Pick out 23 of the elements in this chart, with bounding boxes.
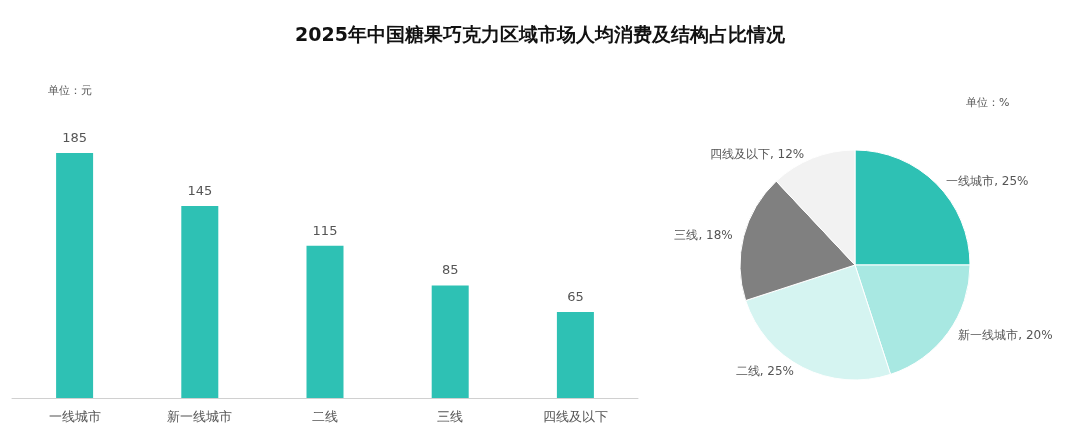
data-label: 85 [441, 262, 459, 278]
slice-label: 一线城市, 25% [946, 173, 1029, 188]
data-label: 185 [62, 130, 88, 146]
bar [306, 245, 344, 398]
x-tick-label: 新一线城市 [167, 409, 233, 424]
x-tick-label: 四线及以下 [542, 409, 608, 424]
bar [181, 206, 219, 398]
bar [431, 285, 469, 398]
x-tick-label: 一线城市 [48, 409, 101, 424]
slice-label: 三线, 18% [674, 228, 733, 243]
slice-label: 二线, 25% [735, 364, 794, 379]
bar [556, 311, 594, 398]
x-tick-label: 三线 [437, 409, 464, 424]
slice-label: 新一线城市, 20% [958, 327, 1053, 342]
text: 单位：% [966, 96, 1010, 109]
bar [56, 153, 94, 398]
data-label: 65 [567, 288, 584, 304]
text: 单位：元 [48, 84, 92, 97]
slice-label: 四线及以下, 12% [709, 147, 805, 162]
data-label: 115 [312, 222, 338, 238]
x-tick-label: 二线 [312, 409, 338, 424]
data-label: 145 [187, 183, 213, 199]
chart-title: 2025年中国糖果巧克力区域市场人均消费及结构占比情况 [294, 22, 786, 47]
